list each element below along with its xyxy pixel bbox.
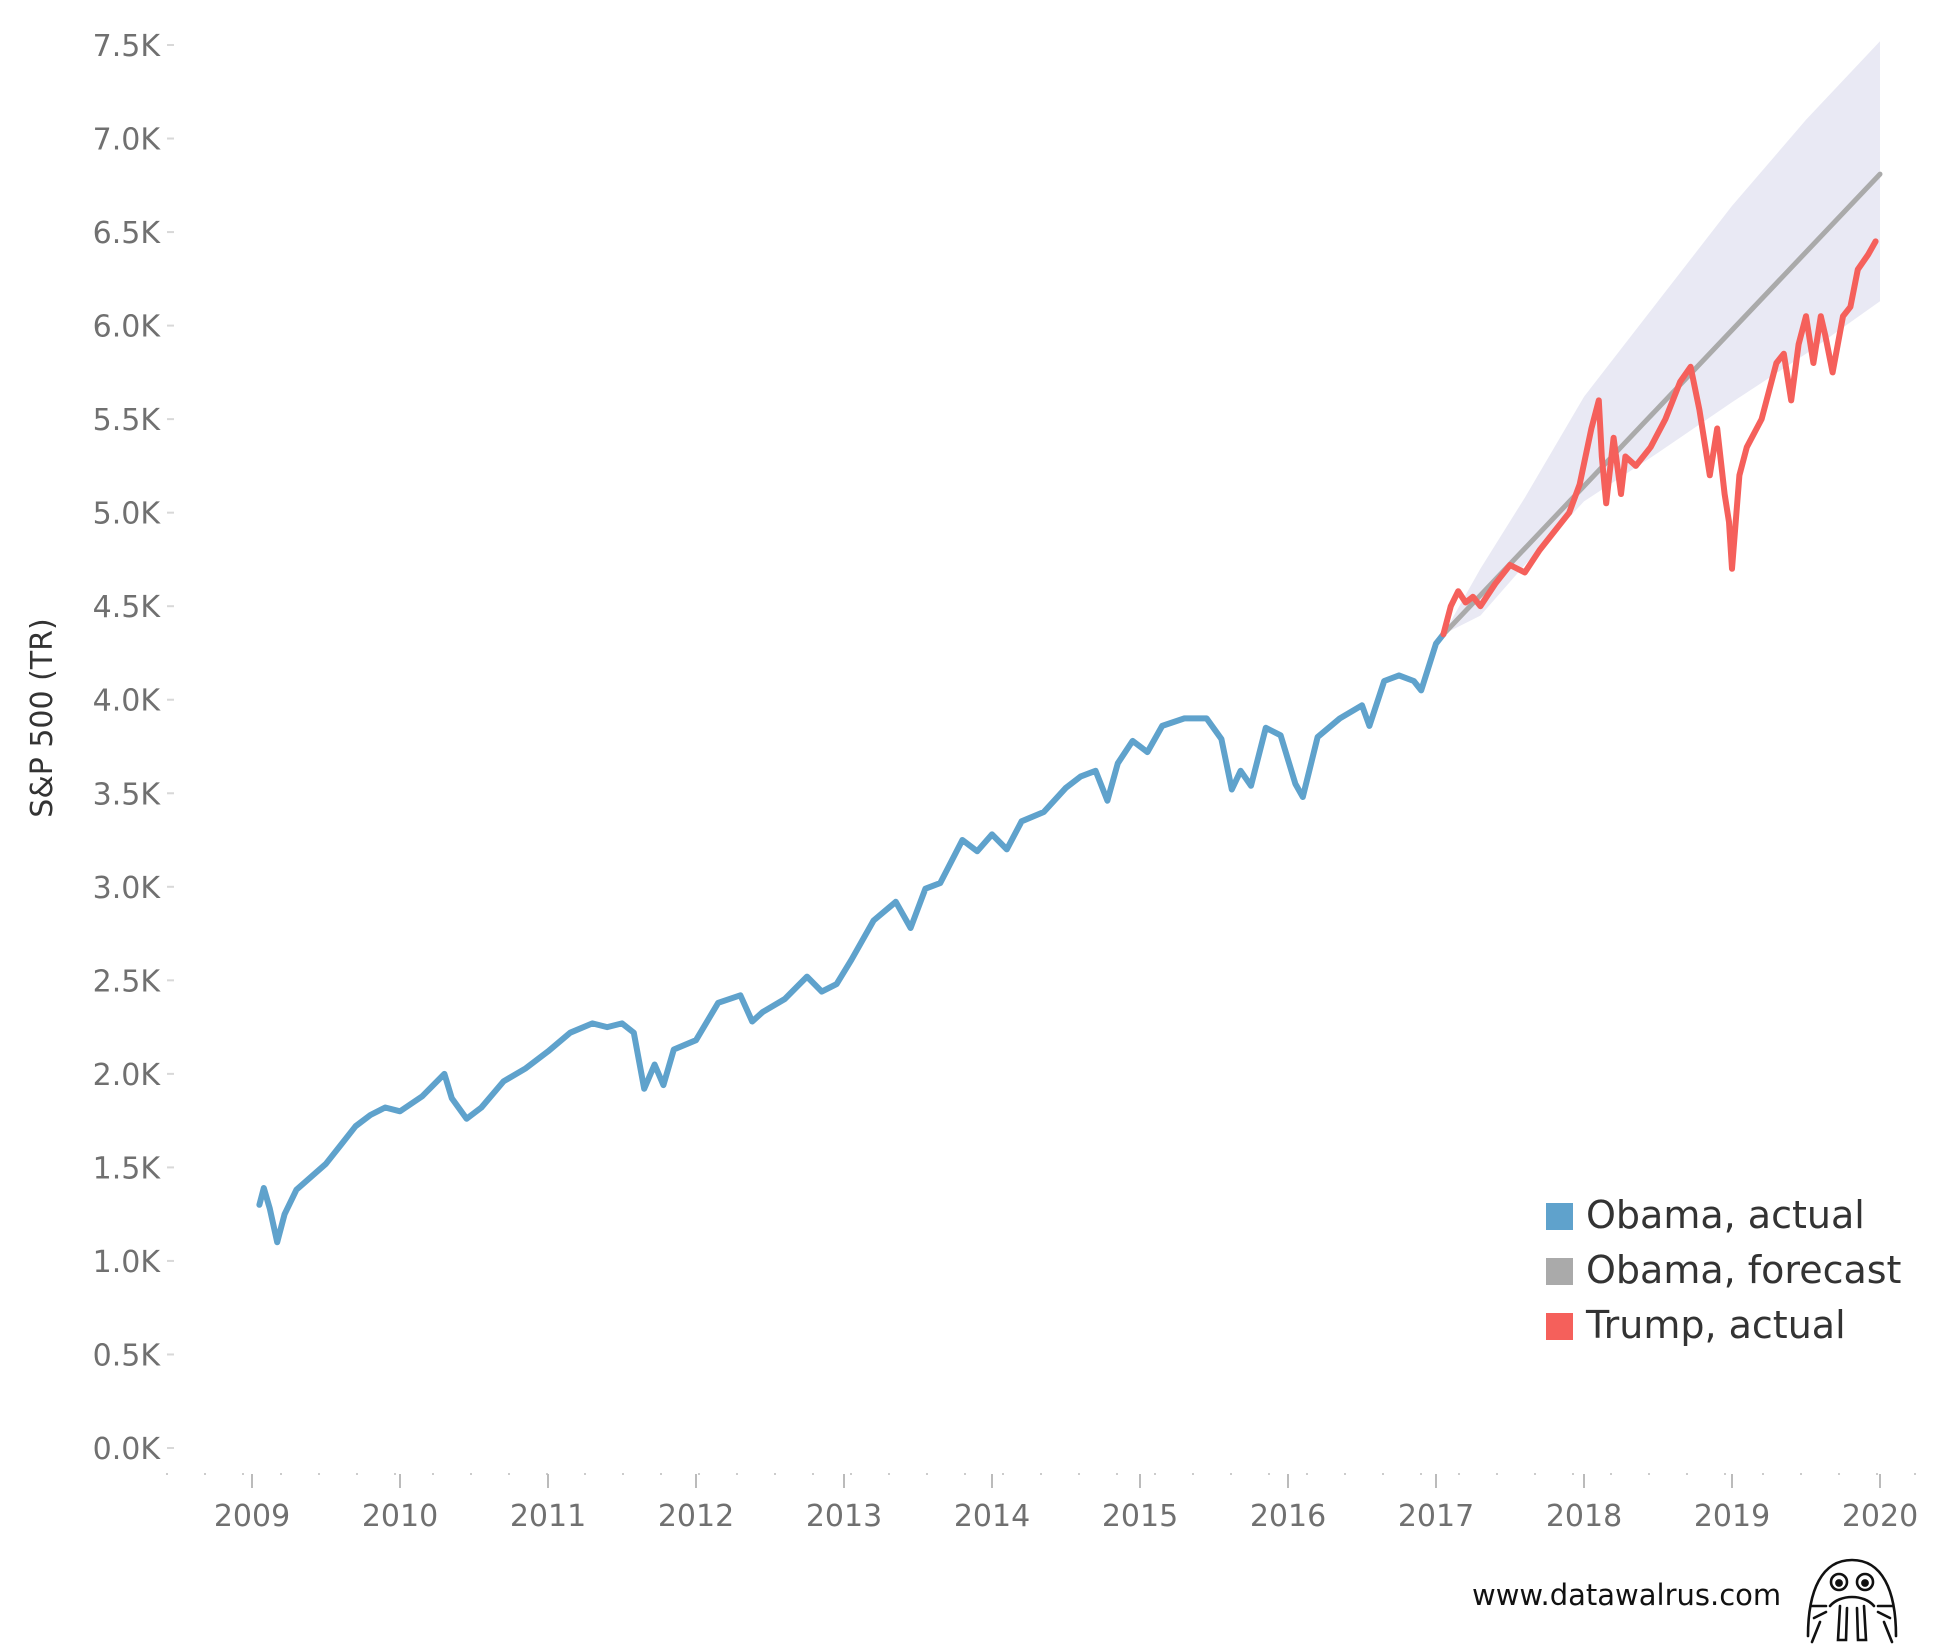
x-tick-label: 2012	[658, 1499, 734, 1534]
y-tick-label: 4.5K	[93, 590, 162, 625]
legend: Obama, actual Obama, forecast Trump, actua…	[1546, 1193, 1901, 1347]
y-tick-label: 0.5K	[93, 1338, 162, 1373]
x-tick-label: 2018	[1546, 1499, 1622, 1534]
forecast-band	[1443, 41, 1880, 635]
x-tick-label: 2019	[1694, 1499, 1770, 1534]
y-tick-label: 5.5K	[93, 403, 162, 438]
series-line-obama-forecast	[1440, 171, 1883, 637]
y-tick-label: 3.5K	[93, 777, 162, 812]
y-tick-label: 7.0K	[93, 123, 162, 158]
legend-swatch-trump-actual	[1546, 1313, 1573, 1340]
x-tick-label: 2017	[1398, 1499, 1474, 1534]
y-tick-label: 6.0K	[93, 310, 162, 345]
y-tick-label: 0.0K	[93, 1432, 162, 1467]
legend-swatch-obama-actual	[1546, 1203, 1573, 1230]
y-tick-label: 2.5K	[93, 964, 162, 999]
watermark-url: www.datawalrus.com	[1472, 1578, 1781, 1612]
x-tick-label: 2014	[954, 1499, 1030, 1534]
legend-label-trump-actual: Trump, actual	[1585, 1303, 1846, 1347]
watermark: www.datawalrus.com	[1472, 1558, 1898, 1644]
x-tick-label: 2010	[362, 1499, 438, 1534]
y-tick-label: 6.5K	[93, 216, 162, 251]
y-tick-label: 1.5K	[93, 1151, 162, 1186]
legend-swatch-obama-forecast	[1546, 1258, 1573, 1285]
walrus-icon	[1806, 1558, 1898, 1644]
x-tick-label: 2016	[1250, 1499, 1326, 1534]
series-layer	[256, 171, 1883, 1246]
forecast-band-layer	[1443, 41, 1880, 635]
series-line-trump-actual	[1440, 238, 1879, 638]
x-axis: 2009 2010 2011 2012 2013 2014 2015 2016 2017 2018…	[166, 1473, 1920, 1534]
x-tick-label: 2011	[510, 1499, 586, 1534]
legend-label-obama-forecast: Obama, forecast	[1586, 1248, 1901, 1292]
x-tick-label: 2009	[214, 1499, 290, 1534]
x-tick-label: 2020	[1842, 1499, 1918, 1534]
x-tick-label: 2015	[1102, 1499, 1178, 1534]
legend-label-obama-actual: Obama, actual	[1586, 1193, 1865, 1237]
y-axis: 0.0K 0.5K 1.0K 1.5K 2.0K 2.5K 3.0K 3.5K 4.0K 4.5K…	[93, 29, 174, 1467]
y-tick-label: 5.0K	[93, 497, 162, 532]
series-line-obama-actual	[256, 631, 1447, 1246]
y-tick-label: 7.5K	[93, 29, 162, 64]
y-tick-label: 2.0K	[93, 1058, 162, 1093]
y-tick-label: 3.0K	[93, 871, 162, 906]
y-tick-label: 1.0K	[93, 1245, 162, 1280]
y-tick-label: 4.0K	[93, 684, 162, 719]
y-axis-title: S&P 500 (TR)	[25, 618, 60, 817]
x-tick-label: 2013	[806, 1499, 882, 1534]
